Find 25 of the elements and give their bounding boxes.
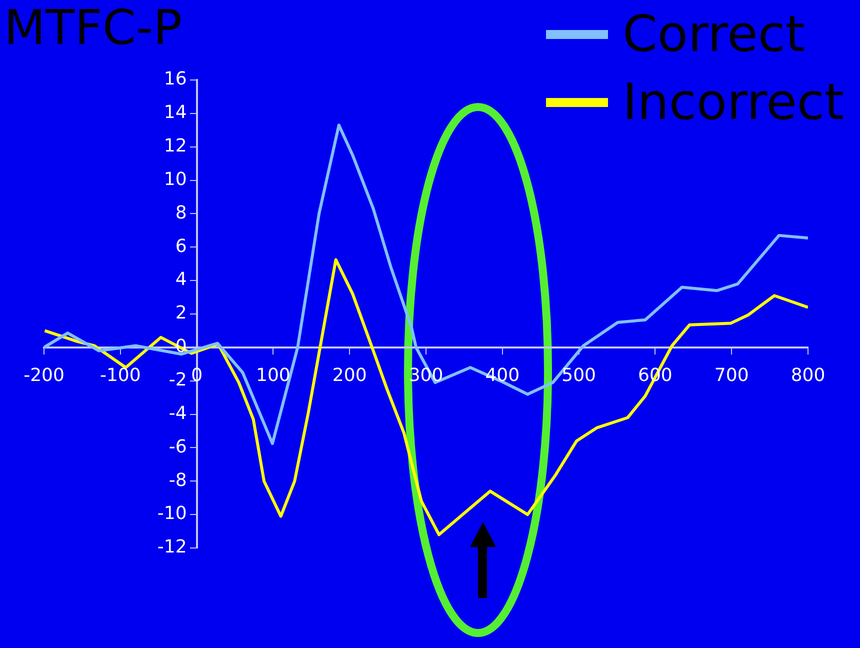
y-tick-label: -12 — [157, 536, 187, 558]
y-tick-label: -6 — [168, 436, 187, 458]
y-tick-label: 2 — [175, 302, 187, 324]
chart-title: MTFC-P — [4, 0, 182, 56]
legend-label: Incorrect — [622, 73, 844, 131]
x-tick-label: 500 — [562, 365, 596, 386]
y-tick-label: 16 — [164, 68, 187, 90]
legend-label: Correct — [622, 5, 805, 63]
y-tick-label: 6 — [175, 236, 187, 257]
x-tick-label: 200 — [332, 365, 367, 386]
y-tick-label: 4 — [175, 269, 187, 290]
y-tick-label: 10 — [164, 168, 187, 190]
y-tick-label: -4 — [168, 402, 187, 424]
x-tick-label: 800 — [790, 365, 826, 386]
y-tick-label: 14 — [164, 102, 187, 124]
x-tick-label: 700 — [714, 365, 749, 386]
x-tick-label: 400 — [485, 365, 520, 386]
y-tick-label: -10 — [157, 503, 187, 524]
y-tick-label: 8 — [175, 202, 187, 224]
x-tick-label: -200 — [24, 365, 64, 386]
x-tick-label: -100 — [100, 365, 141, 386]
y-tick-label: -2 — [168, 370, 187, 391]
x-tick-label: 100 — [256, 365, 290, 386]
y-tick-label: -8 — [168, 470, 187, 491]
y-tick-label: 12 — [164, 136, 187, 157]
